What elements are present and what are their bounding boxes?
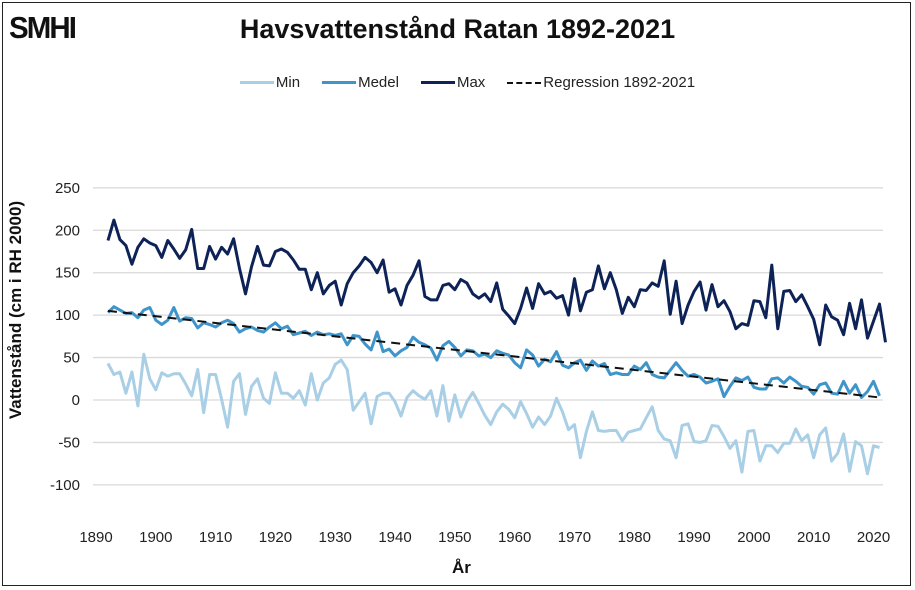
y-tick-label: 150 bbox=[55, 265, 80, 282]
x-tick-label: 1960 bbox=[498, 529, 531, 546]
y-tick-label: 200 bbox=[55, 222, 80, 239]
x-tick-label: 1950 bbox=[438, 529, 471, 546]
series-line-regression bbox=[107, 309, 880, 399]
y-tick-label: 100 bbox=[55, 307, 80, 324]
x-tick-label: 2000 bbox=[737, 529, 770, 546]
legend-swatch-min bbox=[239, 81, 274, 84]
legend-label-max: Max bbox=[456, 74, 486, 91]
y-tick-label: 0 bbox=[72, 392, 80, 409]
y-axis-label: Vattenstånd (cm i RH 2000) bbox=[6, 200, 25, 420]
x-tick-label: 1890 bbox=[79, 529, 112, 546]
y-axis-ticks: -100 -50 0 50 100 150 200 250 bbox=[50, 180, 80, 494]
x-tick-label: 1920 bbox=[259, 529, 292, 546]
x-tick-label: 2010 bbox=[797, 529, 830, 546]
chart-legend: Min Medel Max Regression 1892-2021 bbox=[0, 74, 915, 91]
y-tick-label: -50 bbox=[58, 434, 80, 451]
legend-swatch-regression bbox=[507, 81, 542, 84]
x-tick-label: 1980 bbox=[618, 529, 651, 546]
y-tick-label: -100 bbox=[50, 477, 80, 494]
gridlines bbox=[93, 187, 883, 486]
chart-title: Havsvattenstånd Ratan 1892-2021 bbox=[239, 14, 676, 44]
series-line-medel bbox=[106, 305, 881, 399]
x-tick-label: 1910 bbox=[199, 529, 232, 546]
legend-item-regression: Regression 1892-2021 bbox=[507, 74, 695, 91]
x-axis-ticks: 1890 1900 1910 1920 1930 1940 1950 1960 1970 1980… bbox=[79, 529, 890, 546]
y-tick-label: 50 bbox=[63, 350, 80, 367]
series-line-min bbox=[106, 352, 880, 476]
x-tick-label: 1940 bbox=[378, 529, 411, 546]
x-tick-label: 1900 bbox=[139, 529, 172, 546]
x-tick-label: 1990 bbox=[677, 529, 710, 546]
x-tick-label: 1930 bbox=[319, 529, 352, 546]
smhi-logo: SMHI bbox=[9, 10, 77, 45]
x-axis-label: År bbox=[452, 558, 471, 577]
legend-swatch-medel bbox=[322, 81, 357, 84]
legend-label-regression: Regression 1892-2021 bbox=[543, 74, 696, 91]
legend-item-medel: Medel bbox=[322, 74, 399, 91]
legend-label-min: Min bbox=[275, 74, 301, 91]
y-tick-label: 250 bbox=[55, 180, 80, 197]
x-tick-label: 1970 bbox=[558, 529, 591, 546]
legend-swatch-max bbox=[420, 81, 455, 84]
x-tick-label: 2020 bbox=[857, 529, 890, 546]
series-lines bbox=[106, 218, 887, 476]
legend-item-min: Min bbox=[239, 74, 301, 91]
legend-label-medel: Medel bbox=[358, 74, 399, 91]
legend-item-max: Max bbox=[420, 74, 486, 91]
series-line-max bbox=[106, 218, 887, 347]
